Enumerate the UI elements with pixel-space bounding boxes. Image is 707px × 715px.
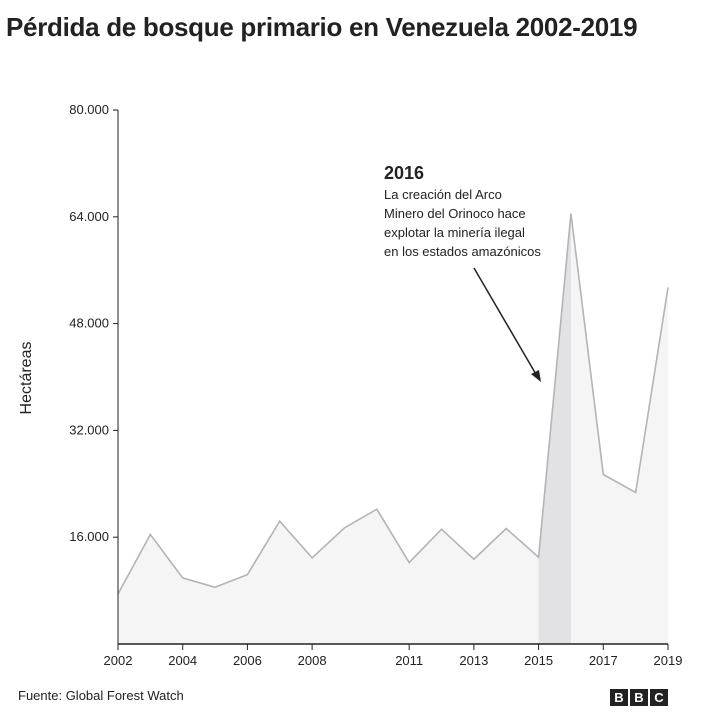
x-tick-label: 2019 — [654, 653, 683, 668]
series-line — [117, 213, 669, 595]
annotation-line: La creación del Arco — [384, 187, 502, 202]
annotation: 2016 La creación del Arco Minero del Ori… — [384, 163, 541, 382]
annotation-heading: 2016 — [384, 163, 424, 183]
x-tick-label: 2008 — [298, 653, 327, 668]
source-note: Fuente: Global Forest Watch — [18, 688, 184, 703]
chart-title: Pérdida de bosque primario en Venezuela … — [6, 12, 638, 42]
highlight-band — [538, 213, 571, 644]
bbc-logo: B B C — [610, 689, 668, 706]
annotation-line: explotar la minería ilegal — [384, 225, 525, 240]
y-tick-label: 64.000 — [69, 209, 109, 224]
x-tick-label: 2011 — [395, 653, 423, 668]
x-tick-label: 2002 — [104, 653, 133, 668]
x-tick-label: 2006 — [233, 653, 262, 668]
annotation-line: Minero del Orinoco hace — [384, 206, 526, 221]
area-fill — [118, 213, 668, 644]
area-layer — [117, 213, 669, 644]
x-tick-label: 2017 — [589, 653, 618, 668]
y-tick-label: 48.000 — [69, 316, 109, 331]
logo-letter: B — [610, 689, 628, 706]
arrow-head-icon — [531, 370, 541, 382]
axes: 16.000 32.000 48.000 64.000 80.000 2002 2004 20… — [69, 102, 682, 668]
logo-letter: C — [650, 689, 668, 706]
annotation-line: en los estados amazónicos — [384, 244, 541, 259]
logo-letter: B — [630, 689, 648, 706]
x-tick-label: 2013 — [459, 653, 488, 668]
y-tick-label: 32.000 — [69, 422, 109, 437]
x-tick-label: 2015 — [524, 653, 553, 668]
y-tick-label: 16.000 — [69, 529, 109, 544]
x-tick-label: 2004 — [168, 653, 197, 668]
y-axis-label: Hectáreas — [18, 342, 35, 415]
y-tick-label: 80.000 — [69, 102, 109, 117]
annotation-arrow — [473, 267, 538, 377]
